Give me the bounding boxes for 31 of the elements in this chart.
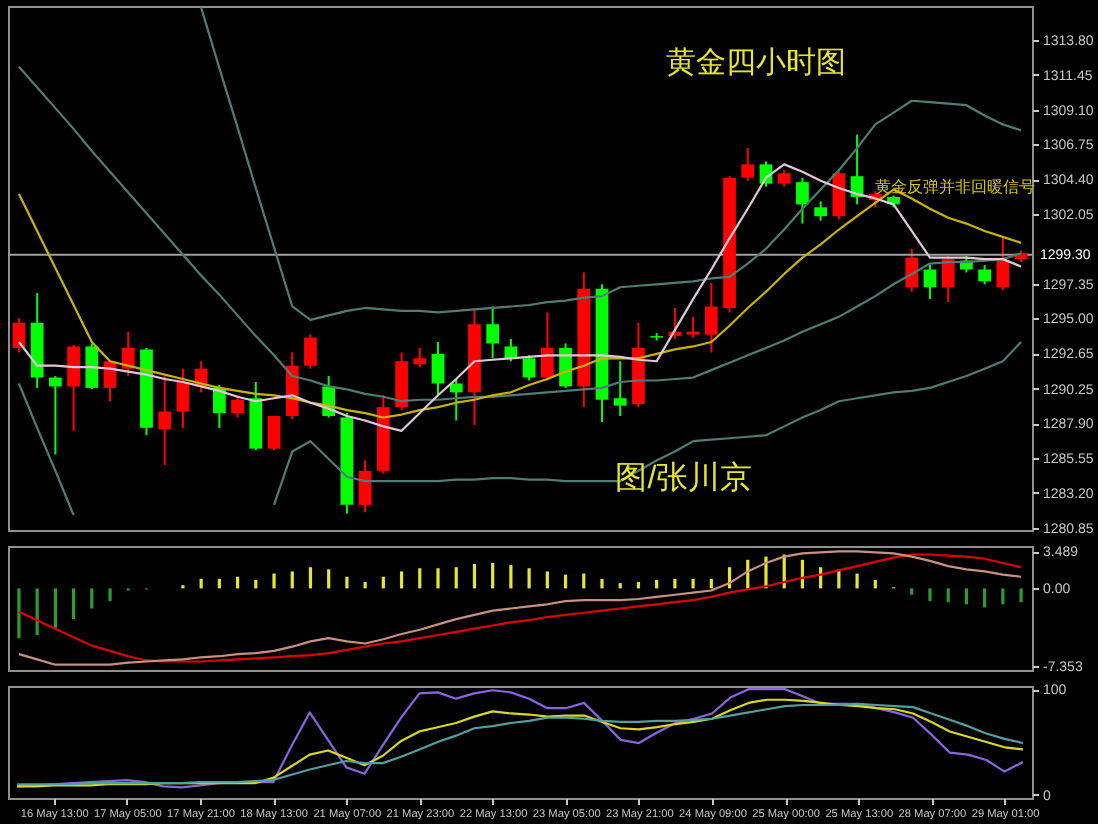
candlestick: [158, 375, 172, 466]
candlestick: [121, 330, 135, 378]
candlestick: [540, 311, 554, 382]
candlestick: [704, 281, 718, 354]
candlestick: [814, 200, 828, 222]
candlestick: [449, 378, 463, 422]
candlestick: [413, 346, 427, 369]
candlestick: [49, 375, 62, 456]
candlestick: [741, 147, 755, 182]
candlestick: [431, 341, 445, 397]
candlestick: [176, 367, 190, 429]
candlestick: [613, 360, 627, 418]
candlestick: [486, 305, 500, 360]
candlestick: [905, 247, 919, 293]
candlestick: [85, 342, 99, 391]
candlestick: [358, 459, 372, 514]
candlestick: [67, 343, 80, 432]
candlestick: [522, 354, 536, 382]
candlestick: [796, 176, 809, 225]
candlestick: [832, 167, 846, 221]
candlestick: [978, 264, 991, 286]
candlestick: [923, 264, 937, 301]
candlestick: [686, 315, 700, 339]
candlestick: [395, 351, 408, 412]
candlestick: [996, 235, 1010, 292]
candlestick: [304, 333, 317, 370]
candlestick: [941, 255, 955, 304]
candlestick: [267, 415, 281, 452]
annotation: 图/张川京: [615, 460, 753, 496]
candlestick: [231, 394, 244, 419]
text: 黄金四小时图: [665, 46, 846, 80]
